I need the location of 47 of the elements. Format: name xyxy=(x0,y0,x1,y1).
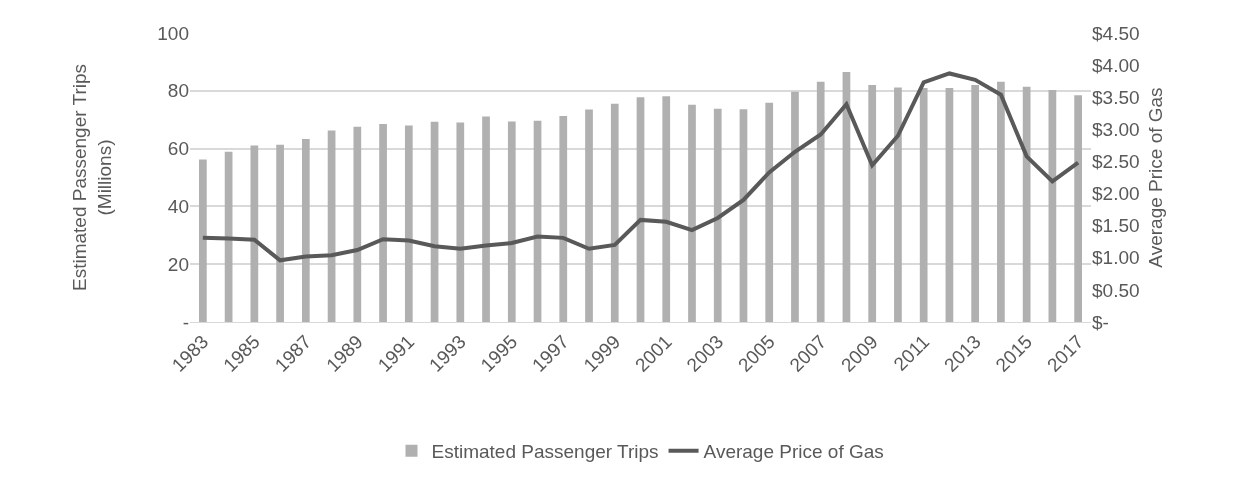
y2-tick-label: $- xyxy=(1092,311,1109,333)
bar xyxy=(610,103,619,322)
legend-label: Average Price of Gas xyxy=(703,441,884,463)
bar xyxy=(353,126,362,322)
bar xyxy=(1022,86,1031,322)
bar xyxy=(997,81,1005,322)
bar xyxy=(868,85,877,322)
bar xyxy=(791,91,799,322)
bar xyxy=(816,81,825,322)
y-tick-label: 20 xyxy=(167,253,189,275)
y2-tick-label: $2.50 xyxy=(1092,151,1140,173)
bar xyxy=(765,102,774,322)
bar xyxy=(199,159,207,322)
bar xyxy=(507,121,516,322)
y2-tick-label: $1.00 xyxy=(1092,247,1140,269)
y2-axis-title: Average Price of Gas xyxy=(1145,87,1167,268)
y2-tick-label: $4.50 xyxy=(1092,22,1140,44)
y2-tick-label: $4.00 xyxy=(1092,54,1140,76)
y2-tick-label: $0.50 xyxy=(1092,279,1140,301)
y-axis-title: Estimated Passenger Trips (Millions) xyxy=(69,63,116,292)
bar xyxy=(919,87,928,322)
bar xyxy=(894,87,902,322)
line-series xyxy=(200,71,1081,263)
bar xyxy=(456,122,465,322)
bar xyxy=(301,139,310,322)
bar xyxy=(379,124,387,322)
bar xyxy=(713,108,722,322)
bar xyxy=(404,125,413,322)
y-tick-label: 100 xyxy=(157,22,189,44)
bar xyxy=(971,85,980,322)
bar xyxy=(688,104,696,322)
y-tick-label: 60 xyxy=(167,138,189,160)
bar xyxy=(559,115,568,322)
y2-tick-label: $2.00 xyxy=(1092,183,1140,205)
bar xyxy=(482,116,490,322)
legend-label: Estimated Passenger Trips xyxy=(431,441,659,463)
y2-tick-label: $3.50 xyxy=(1092,86,1140,108)
bar xyxy=(945,87,954,322)
y-tick-label: 40 xyxy=(167,196,189,218)
bar xyxy=(662,96,671,322)
bar xyxy=(1074,95,1082,322)
y2-tick-label: $1.50 xyxy=(1092,215,1140,237)
y-tick-label: 80 xyxy=(167,80,189,102)
bar xyxy=(276,144,284,322)
bar xyxy=(585,109,593,322)
y-tick-label: - xyxy=(182,311,189,333)
y2-tick-label: $3.00 xyxy=(1092,118,1140,140)
